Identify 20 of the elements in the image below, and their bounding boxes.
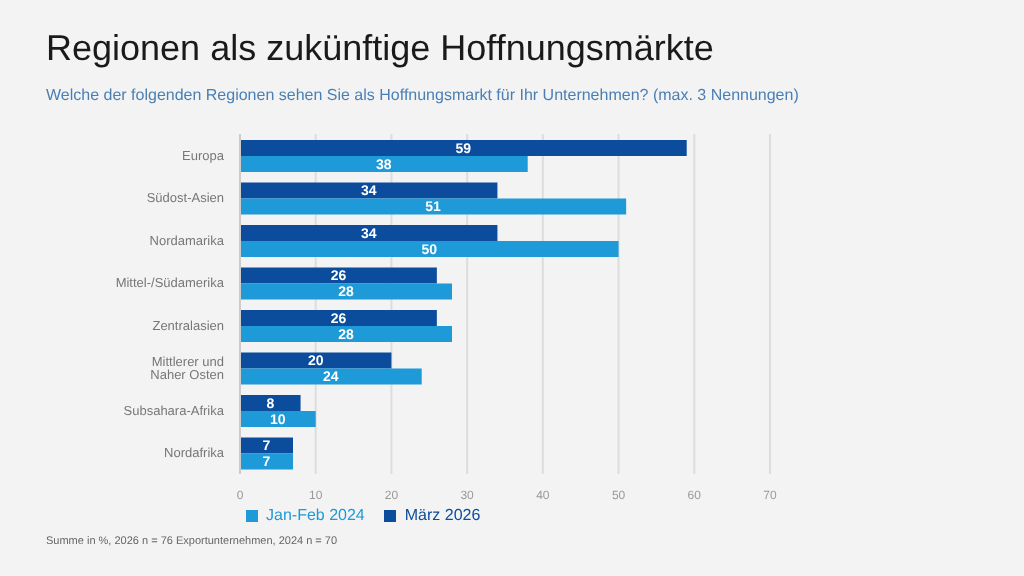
chart-subtitle: Welche der folgenden Regionen sehen Sie als Hoffnungsmarkt für Ihr Unternehmen? (max. 3 Nennungen) [46, 86, 799, 104]
bar [240, 156, 528, 172]
legend-label: Jan-Feb 2024 [266, 506, 365, 524]
bar [240, 352, 392, 369]
bar [240, 267, 437, 284]
bar [240, 140, 687, 156]
bar [240, 310, 437, 326]
bar [240, 225, 498, 241]
chart-title: Regionen als zukünftige Hoffnungsmärkte [46, 28, 714, 70]
bar [240, 368, 422, 385]
bar [240, 326, 452, 342]
bar [240, 395, 301, 411]
bar [240, 283, 452, 300]
bar [240, 241, 619, 257]
bar [240, 453, 293, 470]
bar [240, 182, 498, 199]
bar [240, 437, 293, 454]
bar [240, 411, 316, 427]
legend-label: März 2026 [404, 506, 481, 524]
bar [240, 198, 627, 215]
